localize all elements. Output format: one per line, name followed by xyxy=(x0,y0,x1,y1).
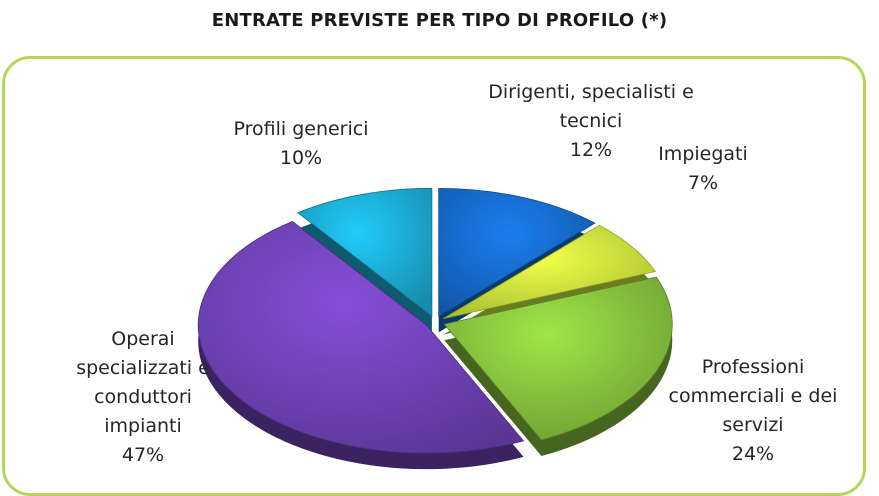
slice-name: Dirigenti, specialisti e tecnici xyxy=(488,81,694,132)
slice-label-impiegati: Impiegati 7% xyxy=(640,140,766,198)
slice-label-professioni: Professioni commerciali e dei servizi 24… xyxy=(650,353,856,469)
slice-percent: 24% xyxy=(731,443,775,465)
slice-label-dirigenti: Dirigenti, specialisti e tecnici 12% xyxy=(472,78,710,165)
slice-label-operai: Operai specializzati e conduttori impian… xyxy=(55,325,231,470)
slice-name: Professioni commerciali e dei servizi xyxy=(668,356,838,436)
pie-slice-impiegati xyxy=(443,224,656,320)
pie-slice-professioni xyxy=(443,276,673,441)
slice-name: Impiegati xyxy=(658,143,748,165)
slice-percent: 7% xyxy=(687,172,719,194)
slice-percent: 10% xyxy=(279,147,323,169)
slice-percent: 12% xyxy=(569,139,613,161)
chart-title: ENTRATE PREVISTE PER TIPO DI PROFILO (*) xyxy=(211,10,668,31)
slice-name: Profili generici xyxy=(233,118,369,140)
pie-slice-operai xyxy=(197,221,525,454)
slice-label-profili-generici: Profili generici 10% xyxy=(216,115,386,173)
pie-slice-dirigenti xyxy=(438,187,596,318)
slice-name: Operai specializzati e conduttori impian… xyxy=(76,328,210,437)
pie-top-layer xyxy=(197,187,673,454)
slice-percent: 47% xyxy=(121,444,165,466)
pie-chart xyxy=(197,187,673,470)
pie-slice-profili-generici xyxy=(297,187,433,318)
